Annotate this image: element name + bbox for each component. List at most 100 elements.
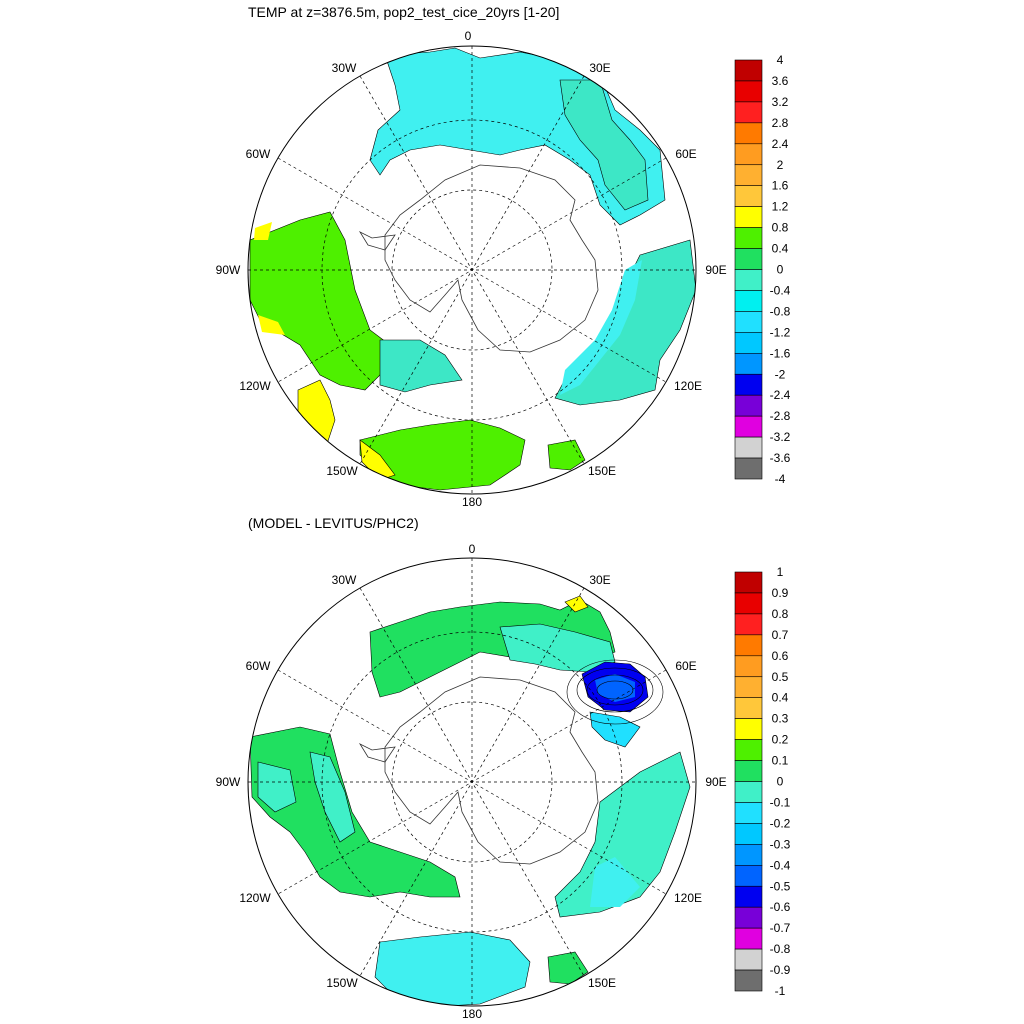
top-lon-60w: 60W [246, 147, 271, 161]
top-colorbar-label: 1.2 [772, 200, 789, 214]
bottom-field-far-west-teal [257, 761, 297, 813]
bottom-panel-title: (MODEL - LEVITUS/PHC2) [248, 515, 419, 531]
top-field-yellow-west [297, 379, 336, 451]
bottom-colorbar-label: 0.7 [772, 628, 789, 642]
bottom-lon-150w: 150W [326, 976, 358, 990]
bottom-lon-30e: 30E [589, 573, 610, 587]
top-colorbar-swatch [734, 101, 763, 124]
top-colorbar-swatch [734, 373, 763, 396]
bottom-colorbar-label: 0.5 [772, 670, 789, 684]
top-colorbar-label: 1.6 [772, 179, 789, 193]
top-colorbar-label: -2 [775, 367, 786, 381]
top-colorbar-label: -2.8 [770, 409, 791, 423]
top-colorbar-label: -3.6 [770, 451, 791, 465]
bottom-lon-60e: 60E [675, 659, 696, 673]
top-peninsula-outline [358, 231, 396, 251]
bottom-panel-difference: (MODEL - LEVITUS/PHC2) [0, 512, 1024, 1024]
bottom-colorbar-swatch [734, 948, 763, 971]
bottom-colorbar-label: 0 [777, 775, 784, 789]
bottom-colorbar-label: -0.8 [770, 942, 791, 956]
bottom-contours [566, 659, 664, 725]
top-colorbar-swatch [734, 311, 763, 333]
bottom-longitude-labels: 0 30E 60E 90E 120E 150E 180 150W 120W 90… [216, 542, 727, 1021]
bottom-lon-150e: 150E [588, 976, 616, 990]
top-colorbar-label: -2.4 [770, 388, 791, 402]
bottom-field-indian-midblue [595, 674, 635, 702]
bottom-map-fields [249, 595, 691, 1006]
bottom-colorbar-label: -0.2 [770, 816, 791, 830]
top-field-pacific-ross [359, 419, 526, 491]
top-lon-0: 0 [465, 29, 472, 43]
bottom-colorbar-swatch [734, 781, 763, 803]
top-field-indian-cyan [560, 260, 642, 395]
bottom-colorbar-label: 0.4 [772, 691, 789, 705]
top-colorbar-swatch [734, 206, 763, 228]
top-colorbar-label: 4 [777, 53, 784, 67]
bottom-field-west-green [249, 726, 461, 898]
bottom-lon-120w: 120W [239, 891, 271, 905]
bottom-colorbar-swatch [734, 885, 763, 908]
top-map-fields [249, 47, 696, 491]
bottom-field-indian-cyan2 [590, 857, 640, 907]
top-colorbar-label: -0.8 [770, 304, 791, 318]
bottom-colorbar-label: 0.3 [772, 712, 789, 726]
top-colorbar-label: 2 [777, 158, 784, 172]
top-colorbar-swatch [734, 290, 763, 312]
top-lon-90w: 90W [216, 263, 241, 277]
top-lon-150w: 150W [326, 464, 358, 478]
bottom-colorbar-swatch [734, 802, 763, 824]
top-colorbar-swatch [734, 80, 763, 103]
bottom-lon-30w: 30W [332, 573, 357, 587]
top-panel-title: TEMP at z=3876.5m, pop2_test_cice_20yrs … [248, 4, 560, 20]
top-graticule [248, 46, 696, 494]
top-field-pacific-teal [379, 339, 463, 393]
top-colorbar-label: -3.2 [770, 430, 791, 444]
top-antarctica-outline [384, 164, 599, 353]
top-colorbar-swatch [734, 185, 763, 207]
bottom-colorbar-label: -0.9 [770, 963, 791, 977]
top-colorbar-swatch [734, 269, 763, 291]
top-colorbar-label: -1.2 [770, 325, 791, 339]
top-colorbar: 4 3.6 3.2 2.8 2.4 2 1.6 1.2 0.8 0.4 0 -0.4 -0.8 -1.2 -… [734, 53, 791, 486]
top-colorbar-label: -4 [775, 472, 786, 486]
bottom-colorbar-label: -0.1 [770, 795, 791, 809]
top-field-pacific-west [249, 211, 391, 391]
top-colorbar-swatch [734, 227, 763, 249]
bottom-colorbar-swatch [734, 613, 763, 636]
top-field-atlantic-teal [559, 79, 649, 211]
bottom-colorbar-swatch [734, 697, 763, 719]
bottom-colorbar-swatch [734, 676, 763, 699]
bottom-field-east-patch [547, 951, 589, 985]
bottom-colorbar-label: -1 [775, 984, 786, 998]
bottom-colorbar-swatch [734, 969, 763, 992]
bottom-colorbar: 1 0.9 0.8 0.7 0.6 0.5 0.4 0.3 0.2 0.1 0 -0.1 -0.2 -0.… [734, 565, 791, 998]
bottom-colorbar-swatch [734, 844, 763, 866]
bottom-colorbar-swatch [734, 823, 763, 845]
top-colorbar-swatch [734, 394, 763, 417]
bottom-chart-svg: 0 30E 60E 90E 120E 150E 180 150W 120W 90… [216, 542, 791, 1021]
bottom-lon-180: 180 [462, 1007, 482, 1021]
top-lon-150e: 150E [588, 464, 616, 478]
bottom-colorbar-label: 1 [777, 565, 784, 579]
bottom-colorbar-label: 0.2 [772, 733, 789, 747]
top-lon-120w: 120W [239, 379, 271, 393]
top-colorbar-label: 0 [777, 263, 784, 277]
bottom-lon-0: 0 [469, 542, 476, 556]
bottom-field-pacific-cyan [374, 931, 531, 1006]
top-colorbar-swatch [734, 352, 763, 375]
top-panel-temperature: TEMP at z=3876.5m, pop2_test_cice_20yrs … [216, 4, 791, 509]
top-colorbar-swatch [734, 248, 763, 270]
bottom-colorbar-swatch [734, 592, 763, 615]
top-colorbar-swatch [734, 436, 763, 459]
bottom-peninsula-outline [358, 743, 396, 763]
top-colorbar-swatch [734, 143, 763, 166]
top-lon-180: 180 [462, 495, 482, 509]
bottom-colorbar-swatch [734, 739, 763, 761]
bottom-field-west-teal [309, 751, 356, 843]
bottom-colorbar-label: -0.7 [770, 921, 791, 935]
bottom-colorbar-label: -0.6 [770, 900, 791, 914]
bottom-field-indian-teal [554, 751, 691, 918]
bottom-graticule [248, 558, 696, 1006]
bottom-colorbar-swatch [734, 760, 763, 782]
top-colorbar-swatch [734, 59, 763, 82]
